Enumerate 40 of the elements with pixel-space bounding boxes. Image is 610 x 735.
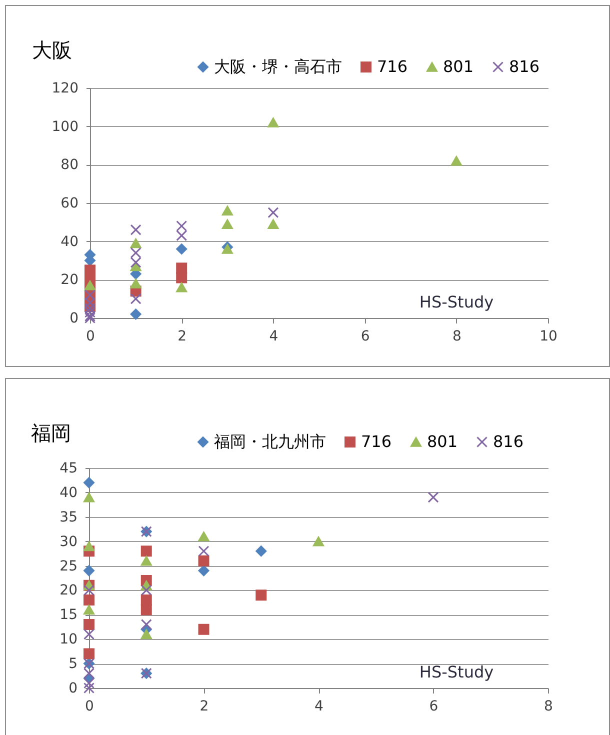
- x-axis-title: HS-Study: [419, 292, 494, 312]
- x-tick-label: 0: [85, 698, 94, 714]
- y-tick-label: 60: [60, 196, 78, 212]
- x-tick-label: 0: [86, 328, 95, 344]
- y-tick-label: 20: [60, 582, 78, 599]
- x-tick-label: 4: [314, 698, 324, 714]
- y-tick-label: 120: [52, 80, 78, 96]
- y-tick-label: 0: [70, 310, 78, 326]
- x-tick-label: 2: [178, 328, 187, 344]
- y-tick-label: 0: [68, 680, 78, 696]
- x-tick-label: 8: [544, 698, 553, 714]
- y-tick-label: 15: [60, 607, 78, 624]
- x-tick-label: 8: [452, 328, 462, 344]
- legend-label: 大阪・堺・高石市: [214, 57, 342, 76]
- legend-label: 716: [361, 432, 392, 451]
- y-tick-label: 40: [60, 484, 78, 501]
- x-tick-label: 10: [540, 328, 558, 344]
- y-tick-label: 80: [60, 157, 78, 174]
- x-tick-label: 4: [269, 328, 278, 344]
- x-tick-label: 6: [429, 698, 438, 714]
- legend-label: 801: [443, 57, 474, 76]
- y-tick-label: 20: [60, 272, 78, 288]
- x-tick-label: 6: [360, 328, 370, 344]
- y-tick-label: 100: [52, 118, 78, 135]
- x-axis-title: HS-Study: [419, 662, 494, 682]
- legend-label: 816: [493, 432, 524, 451]
- legend-label: 716: [377, 57, 408, 76]
- legend-label: 801: [427, 432, 458, 451]
- y-tick-label: 30: [60, 534, 78, 550]
- y-tick-label: 5: [68, 656, 78, 672]
- legend-label: 福岡・北九州市: [214, 432, 326, 451]
- x-tick-label: 2: [200, 698, 209, 714]
- legend-label: 816: [509, 57, 540, 76]
- y-tick-label: 25: [60, 558, 78, 574]
- y-tick-label: 10: [60, 632, 78, 648]
- y-tick-label: 35: [60, 509, 78, 526]
- chart-title: 福岡: [31, 421, 71, 445]
- y-tick-label: 40: [60, 234, 78, 250]
- y-tick-label: 45: [60, 460, 78, 476]
- chart-title: 大阪: [32, 38, 72, 62]
